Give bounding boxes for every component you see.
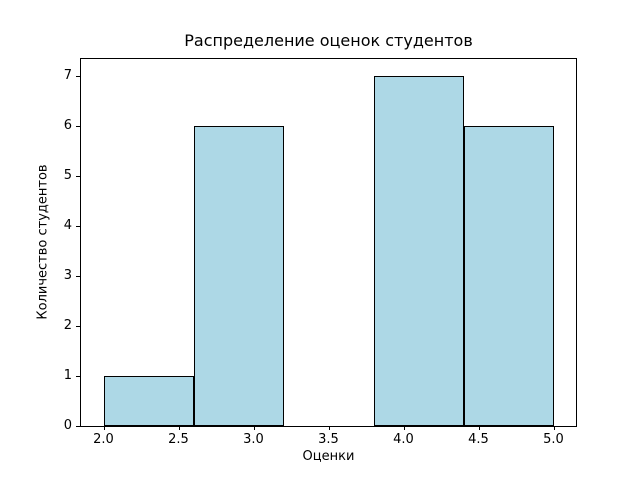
histogram-bar bbox=[103, 376, 194, 426]
x-tick-mark bbox=[478, 426, 480, 430]
histogram-bar bbox=[463, 126, 554, 426]
x-tick-label: 4.5 bbox=[468, 432, 489, 447]
x-tick-mark bbox=[553, 426, 555, 430]
y-tick-mark bbox=[76, 376, 80, 378]
y-tick-label: 1 bbox=[63, 368, 72, 384]
y-tick-mark bbox=[76, 176, 80, 178]
y-tick-mark bbox=[76, 426, 80, 427]
x-tick-label: 2.5 bbox=[168, 432, 189, 447]
x-tick-mark bbox=[253, 426, 255, 430]
y-tick-mark bbox=[76, 276, 80, 278]
histogram-bar bbox=[193, 126, 284, 426]
x-tick-label: 4.0 bbox=[393, 432, 414, 447]
x-tick-label: 3.5 bbox=[318, 432, 339, 447]
y-tick-label: 3 bbox=[63, 268, 72, 284]
y-tick-label: 2 bbox=[63, 318, 72, 334]
x-tick-label: 3.0 bbox=[243, 432, 264, 447]
y-tick-mark bbox=[76, 126, 80, 128]
y-tick-label: 0 bbox=[63, 418, 72, 433]
histogram-bar bbox=[373, 76, 464, 426]
x-axis-label: Оценки bbox=[302, 449, 355, 464]
y-tick-mark bbox=[76, 76, 80, 78]
x-tick-mark bbox=[178, 426, 180, 430]
y-tick-label: 7 bbox=[63, 68, 72, 84]
y-tick-label: 5 bbox=[63, 168, 72, 184]
y-tick-mark bbox=[76, 326, 80, 328]
y-tick-mark bbox=[76, 226, 80, 228]
chart-title: Распределение оценок студентов bbox=[184, 31, 473, 50]
plot-area bbox=[80, 58, 577, 427]
x-tick-mark bbox=[328, 426, 330, 430]
x-tick-label: 2.0 bbox=[93, 432, 114, 447]
y-tick-label: 4 bbox=[63, 218, 72, 234]
x-tick-mark bbox=[103, 426, 105, 430]
y-tick-label: 6 bbox=[63, 118, 72, 134]
x-tick-mark bbox=[403, 426, 405, 430]
x-tick-label: 5.0 bbox=[543, 432, 564, 447]
